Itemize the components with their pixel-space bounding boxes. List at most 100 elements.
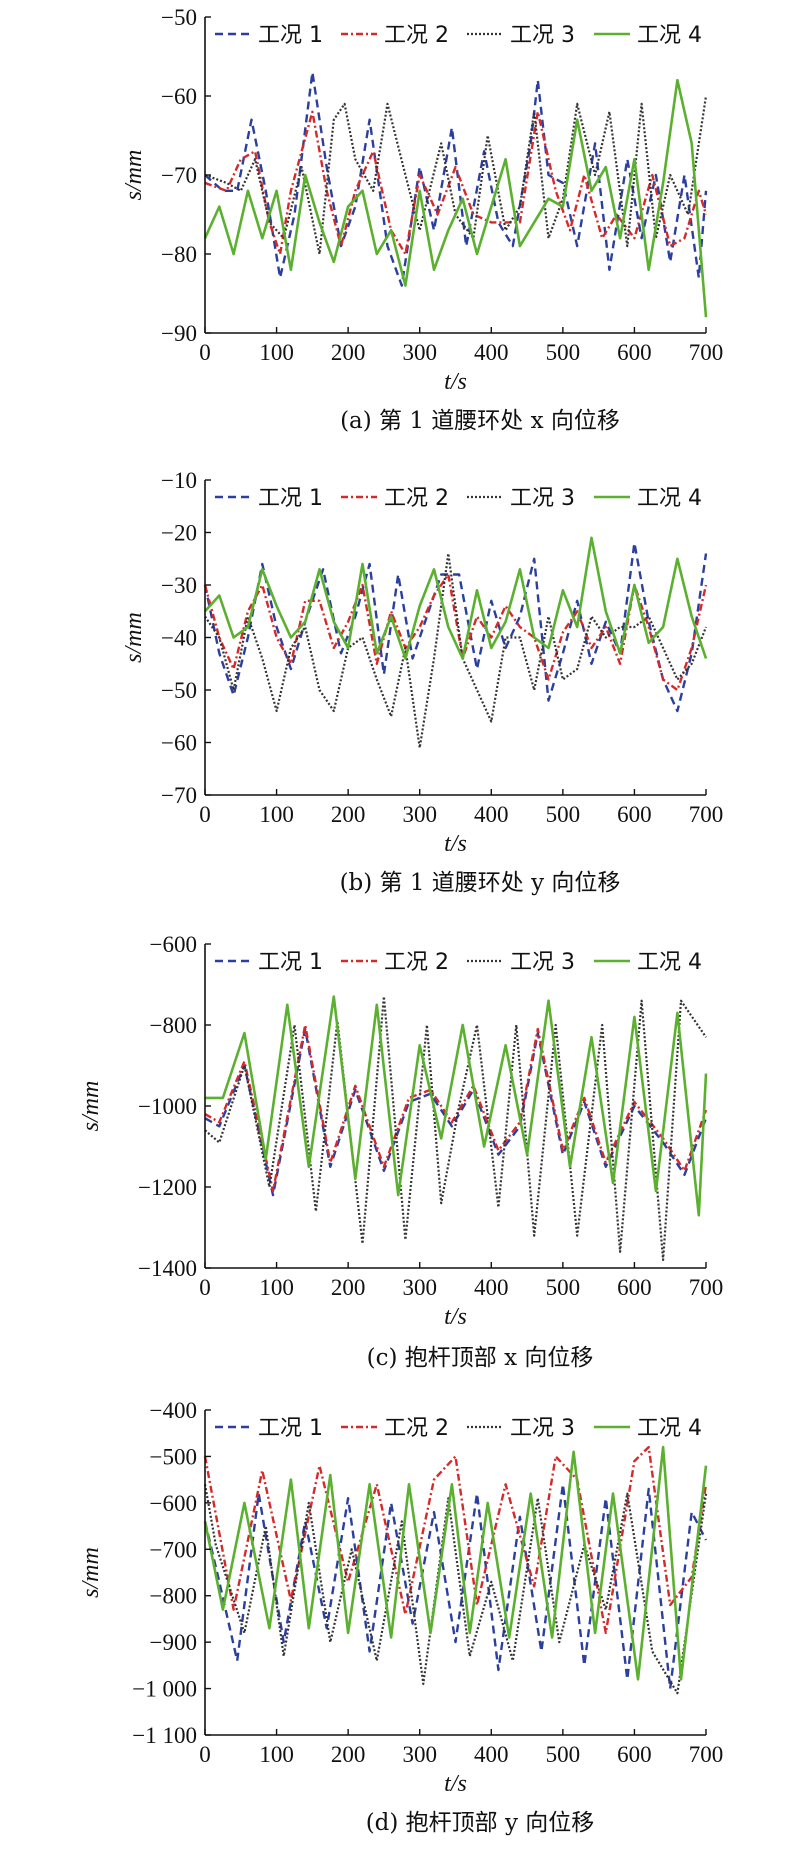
x-tick-label: 100 (259, 1275, 294, 1300)
y-tick-label: −70 (161, 163, 197, 188)
y-axis-label: s/mm (78, 1081, 104, 1132)
legend-label: 工况 4 (637, 23, 702, 48)
series-line-3 (203, 1484, 708, 1695)
x-tick-label: 400 (474, 340, 509, 365)
y-tick-label: −700 (150, 1537, 197, 1562)
x-tick-label: 300 (402, 1742, 437, 1767)
x-tick-label: 0 (199, 340, 211, 365)
y-tick-label: −1 100 (132, 1723, 197, 1748)
y-tick-label: −70 (161, 783, 197, 808)
legend-item-4: 工况 4 (594, 23, 702, 48)
legend-label: 工况 1 (258, 486, 323, 511)
legend-label: 工况 1 (258, 1416, 323, 1441)
x-tick-label: 200 (331, 340, 366, 365)
x-tick-label: 100 (259, 340, 294, 365)
legend-label: 工况 4 (637, 486, 702, 511)
y-tick-label: −1000 (138, 1094, 197, 1119)
x-axis-label: t/s (444, 831, 467, 857)
legend-item-2: 工况 2 (341, 1416, 449, 1441)
y-tick-label: −600 (150, 932, 197, 957)
x-axis-label: t/s (444, 1304, 467, 1330)
x-tick-label: 400 (474, 1275, 509, 1300)
x-tick-label: 300 (402, 1275, 437, 1300)
y-tick-label: −500 (150, 1444, 197, 1469)
y-tick-label: −800 (150, 1584, 197, 1609)
y-axis-label: s/mm (121, 612, 147, 663)
legend-label: 工况 4 (637, 950, 702, 975)
y-tick-label: −60 (161, 84, 197, 109)
y-tick-label: −90 (161, 321, 197, 346)
x-tick-label: 400 (474, 1742, 509, 1767)
x-tick-label: 0 (199, 802, 211, 827)
x-tick-label: 600 (617, 1742, 652, 1767)
y-tick-label: −900 (150, 1630, 197, 1655)
y-tick-label: −20 (161, 521, 197, 546)
panel-caption: (b) 第 1 道腰环处 y 向位移 (340, 870, 621, 896)
legend-item-1: 工况 1 (215, 950, 323, 975)
x-tick-label: 200 (331, 1742, 366, 1767)
x-tick-label: 200 (331, 802, 366, 827)
x-tick-label: 300 (402, 802, 437, 827)
legend-item-1: 工况 1 (215, 1416, 323, 1441)
legend-item-2: 工况 2 (341, 23, 449, 48)
series-line-2 (203, 573, 708, 692)
x-tick-label: 600 (617, 1275, 652, 1300)
legend-label: 工况 2 (384, 23, 449, 48)
series-line-4 (205, 995, 708, 1217)
legend-label: 工况 2 (384, 1416, 449, 1441)
y-tick-label: −50 (161, 678, 197, 703)
x-tick-label: 0 (199, 1275, 211, 1300)
panel-caption: (c) 抱杆顶部 x 向位移 (367, 1345, 594, 1371)
panel-caption: (a) 第 1 道腰环处 x 向位移 (340, 408, 620, 434)
series-line-1 (203, 541, 708, 713)
x-tick-label: 300 (402, 340, 437, 365)
legend-label: 工况 1 (258, 950, 323, 975)
legend-item-3: 工况 3 (467, 1416, 575, 1441)
series-line-3 (204, 552, 708, 749)
legend-item-4: 工况 4 (594, 1416, 702, 1441)
series-line-3 (204, 995, 707, 1262)
legend-item-2: 工况 2 (341, 486, 449, 511)
y-tick-label: −30 (161, 573, 197, 598)
series-line-2 (203, 1445, 708, 1635)
y-tick-label: −40 (161, 626, 197, 651)
y-tick-label: −60 (161, 731, 197, 756)
legend-item-3: 工况 3 (467, 486, 575, 511)
panel-caption: (d) 抱杆顶部 y 向位移 (366, 1810, 595, 1836)
legend-item-3: 工况 3 (467, 23, 575, 48)
x-tick-label: 200 (331, 1275, 366, 1300)
x-tick-label: 500 (546, 340, 581, 365)
series-line-1 (203, 1483, 708, 1690)
series-line-4 (203, 1445, 708, 1681)
x-tick-label: 700 (689, 340, 724, 365)
series-line-1 (204, 71, 708, 287)
legend-item-1: 工况 1 (215, 486, 323, 511)
x-tick-label: 500 (546, 802, 581, 827)
x-axis-label: t/s (444, 1771, 467, 1797)
chart-panel-1: 0 100 200 300 400 500 600 700 −70 −60 −50 −40 −30 −20… (121, 468, 723, 896)
legend-item-2: 工况 2 (341, 950, 449, 975)
x-tick-label: 400 (474, 802, 509, 827)
y-tick-label: −400 (150, 1398, 197, 1423)
y-tick-label: −1200 (138, 1175, 197, 1200)
x-tick-label: 700 (689, 1742, 724, 1767)
x-tick-label: 700 (689, 802, 724, 827)
y-tick-label: −80 (161, 242, 197, 267)
legend-label: 工况 2 (384, 486, 449, 511)
y-tick-label: −1 000 (132, 1677, 197, 1702)
legend-item-4: 工况 4 (594, 950, 702, 975)
x-tick-label: 0 (199, 1742, 211, 1767)
chart-panel-0: 0 100 200 300 400 500 600 700 −90 −80 −70 −60 −50 t/s… (121, 5, 723, 434)
legend-item-1: 工况 1 (215, 23, 323, 48)
series-line-4 (204, 536, 708, 660)
y-tick-label: −10 (161, 468, 197, 493)
legend-item-3: 工况 3 (467, 950, 575, 975)
x-tick-label: 600 (617, 340, 652, 365)
legend-label: 工况 3 (510, 23, 575, 48)
x-tick-label: 100 (259, 802, 294, 827)
y-tick-label: −800 (150, 1013, 197, 1038)
legend-label: 工况 1 (258, 23, 323, 48)
y-axis-label: s/mm (78, 1547, 104, 1598)
y-tick-label: −600 (150, 1491, 197, 1516)
